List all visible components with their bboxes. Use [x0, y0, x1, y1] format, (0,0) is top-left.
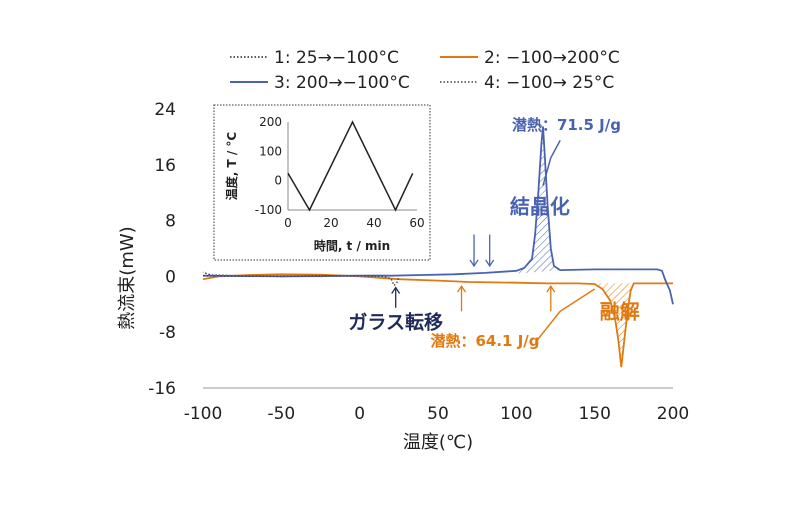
y-tick-label: 0: [165, 267, 176, 287]
x-tick-label: 200: [657, 404, 689, 424]
y-tick-label: 8: [165, 212, 176, 232]
inset-x-tick-label: 20: [323, 216, 338, 230]
inset-x-axis-label: 時間, t / min: [314, 238, 390, 253]
y-tick-label: -16: [148, 379, 176, 399]
arrow-head: [485, 259, 495, 268]
inset-x-tick-label: 0: [284, 216, 292, 230]
x-tick-label: 50: [427, 404, 449, 424]
y-tick-label: 24: [154, 100, 176, 120]
series-line-3: [202, 126, 674, 305]
inset-y-tick-label: 200: [259, 115, 282, 129]
inset-y-tick-label: 0: [274, 174, 282, 188]
melting-area: [547, 283, 639, 368]
inset-y-axis-label: 温度, T / °C: [224, 132, 239, 201]
inset-y-tick-label: 100: [259, 144, 282, 158]
melting-leader-line: [534, 288, 596, 344]
y-axis-label: 熱流束(mW): [117, 226, 138, 329]
inset-frame: [213, 104, 431, 261]
inset-x-tick-label: 40: [366, 216, 381, 230]
latent-heat-shading: [516, 126, 639, 368]
arrow-head: [391, 286, 401, 294]
legend-label-1: 1: 25→−100°C: [274, 48, 399, 68]
annotation-label: 融解: [600, 299, 640, 323]
series-layer: [202, 126, 674, 368]
annotation-label: ガラス転移: [348, 311, 443, 334]
arrow-head: [546, 284, 556, 293]
y-tick-label: -8: [159, 323, 176, 343]
arrow-head: [456, 284, 467, 293]
x-axis-label: 温度(℃): [403, 432, 473, 453]
series-line-4: [202, 274, 400, 287]
x-tick-label: 100: [500, 404, 532, 424]
x-axis-ticks: -100 -50 0 50 100 150 200: [184, 404, 690, 424]
legend-label-4: 4: −100→ 25°C: [484, 73, 614, 93]
arrow-head: [469, 259, 479, 268]
x-tick-label: -50: [267, 404, 295, 424]
legend: 1: 25→−100°C 2: −100→200°C 3: 200→−100°C…: [230, 48, 620, 93]
crystallization-leader-line: [542, 140, 561, 186]
y-axis-ticks: -16 -8 0 8 16 24: [148, 100, 176, 399]
x-tick-label: 150: [578, 404, 610, 424]
legend-label-3: 3: 200→−100°C: [274, 73, 410, 93]
legend-label-2: 2: −100→200°C: [484, 48, 620, 68]
inset-y-tick-label: -100: [255, 203, 282, 217]
x-tick-label: 0: [354, 404, 365, 424]
annotation-label: 潜熱：64.1 J/g: [430, 332, 539, 350]
inset-temperature-line: [287, 120, 414, 212]
x-tick-label: -100: [184, 404, 223, 424]
inset-x-tick-label: 60: [409, 216, 424, 230]
annotation-label: 結晶化: [510, 195, 570, 219]
annotation-label: 潜熱：71.5 J/g: [512, 116, 621, 134]
series-line-2: [202, 273, 673, 368]
y-tick-label: 16: [154, 156, 176, 176]
